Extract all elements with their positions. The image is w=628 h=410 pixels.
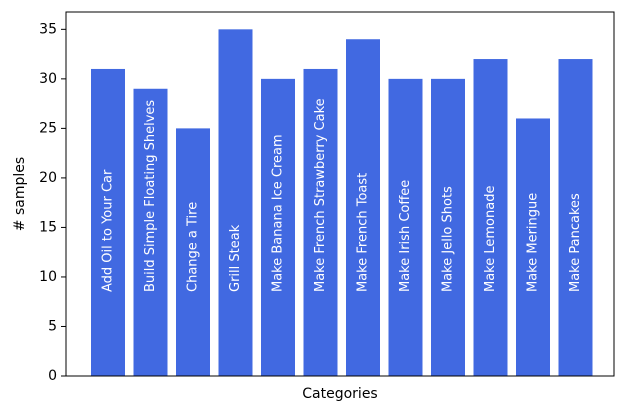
bar-5 bbox=[303, 68, 338, 376]
bar-3 bbox=[218, 29, 253, 376]
bar-labels-group: Add Oil to Your Car Build Simple Floating… bbox=[101, 98, 584, 292]
bar-category-label-11: Make Pancakes bbox=[568, 193, 583, 292]
y-axis-label: # samples bbox=[12, 157, 28, 231]
bar-1 bbox=[133, 88, 168, 376]
bar-category-label-3: Grill Steak bbox=[228, 224, 243, 292]
bar-category-label-7: Make Irish Coffee bbox=[398, 180, 413, 292]
bar-category-label-5: Make French Strawberry Cake bbox=[313, 98, 328, 292]
y-tick-label-2: 10 bbox=[39, 269, 57, 285]
y-tick-label-5: 25 bbox=[39, 120, 57, 136]
bar-category-label-8: Make Jello Shots bbox=[441, 186, 456, 292]
bar-category-label-10: Make Meringue bbox=[526, 193, 541, 292]
bar-8 bbox=[431, 78, 465, 376]
bar-2 bbox=[176, 128, 210, 376]
bar-6 bbox=[346, 39, 380, 376]
bar-9 bbox=[473, 59, 508, 377]
bar-category-label-2: Change a Tire bbox=[186, 202, 201, 292]
bar-category-label-0: Add Oil to Your Car bbox=[101, 169, 116, 292]
bar-11 bbox=[558, 59, 593, 377]
bar-category-label-6: Make French Toast bbox=[356, 173, 371, 292]
y-axis-ticks: 0 5 10 15 20 25 30 35 bbox=[39, 21, 66, 384]
y-tick-label-6: 30 bbox=[39, 71, 57, 87]
bar-category-label-1: Build Simple Floating Shelves bbox=[143, 100, 158, 292]
bar-7 bbox=[388, 78, 423, 376]
bar-0 bbox=[91, 68, 125, 376]
bar-4 bbox=[261, 78, 295, 376]
x-axis-label: Categories bbox=[302, 386, 377, 402]
y-tick-label-1: 5 bbox=[48, 318, 57, 334]
bars-group bbox=[91, 29, 593, 377]
y-tick-label-7: 35 bbox=[39, 21, 57, 37]
plot-frame bbox=[65, 11, 615, 377]
bar-10 bbox=[516, 118, 550, 376]
y-tick-label-4: 20 bbox=[39, 170, 57, 186]
y-tick-label-3: 15 bbox=[39, 219, 57, 235]
y-tick-label-0: 0 bbox=[48, 368, 57, 384]
bar-category-label-4: Make Banana Ice Cream bbox=[271, 134, 286, 292]
bar-category-label-9: Make Lemonade bbox=[483, 186, 498, 292]
